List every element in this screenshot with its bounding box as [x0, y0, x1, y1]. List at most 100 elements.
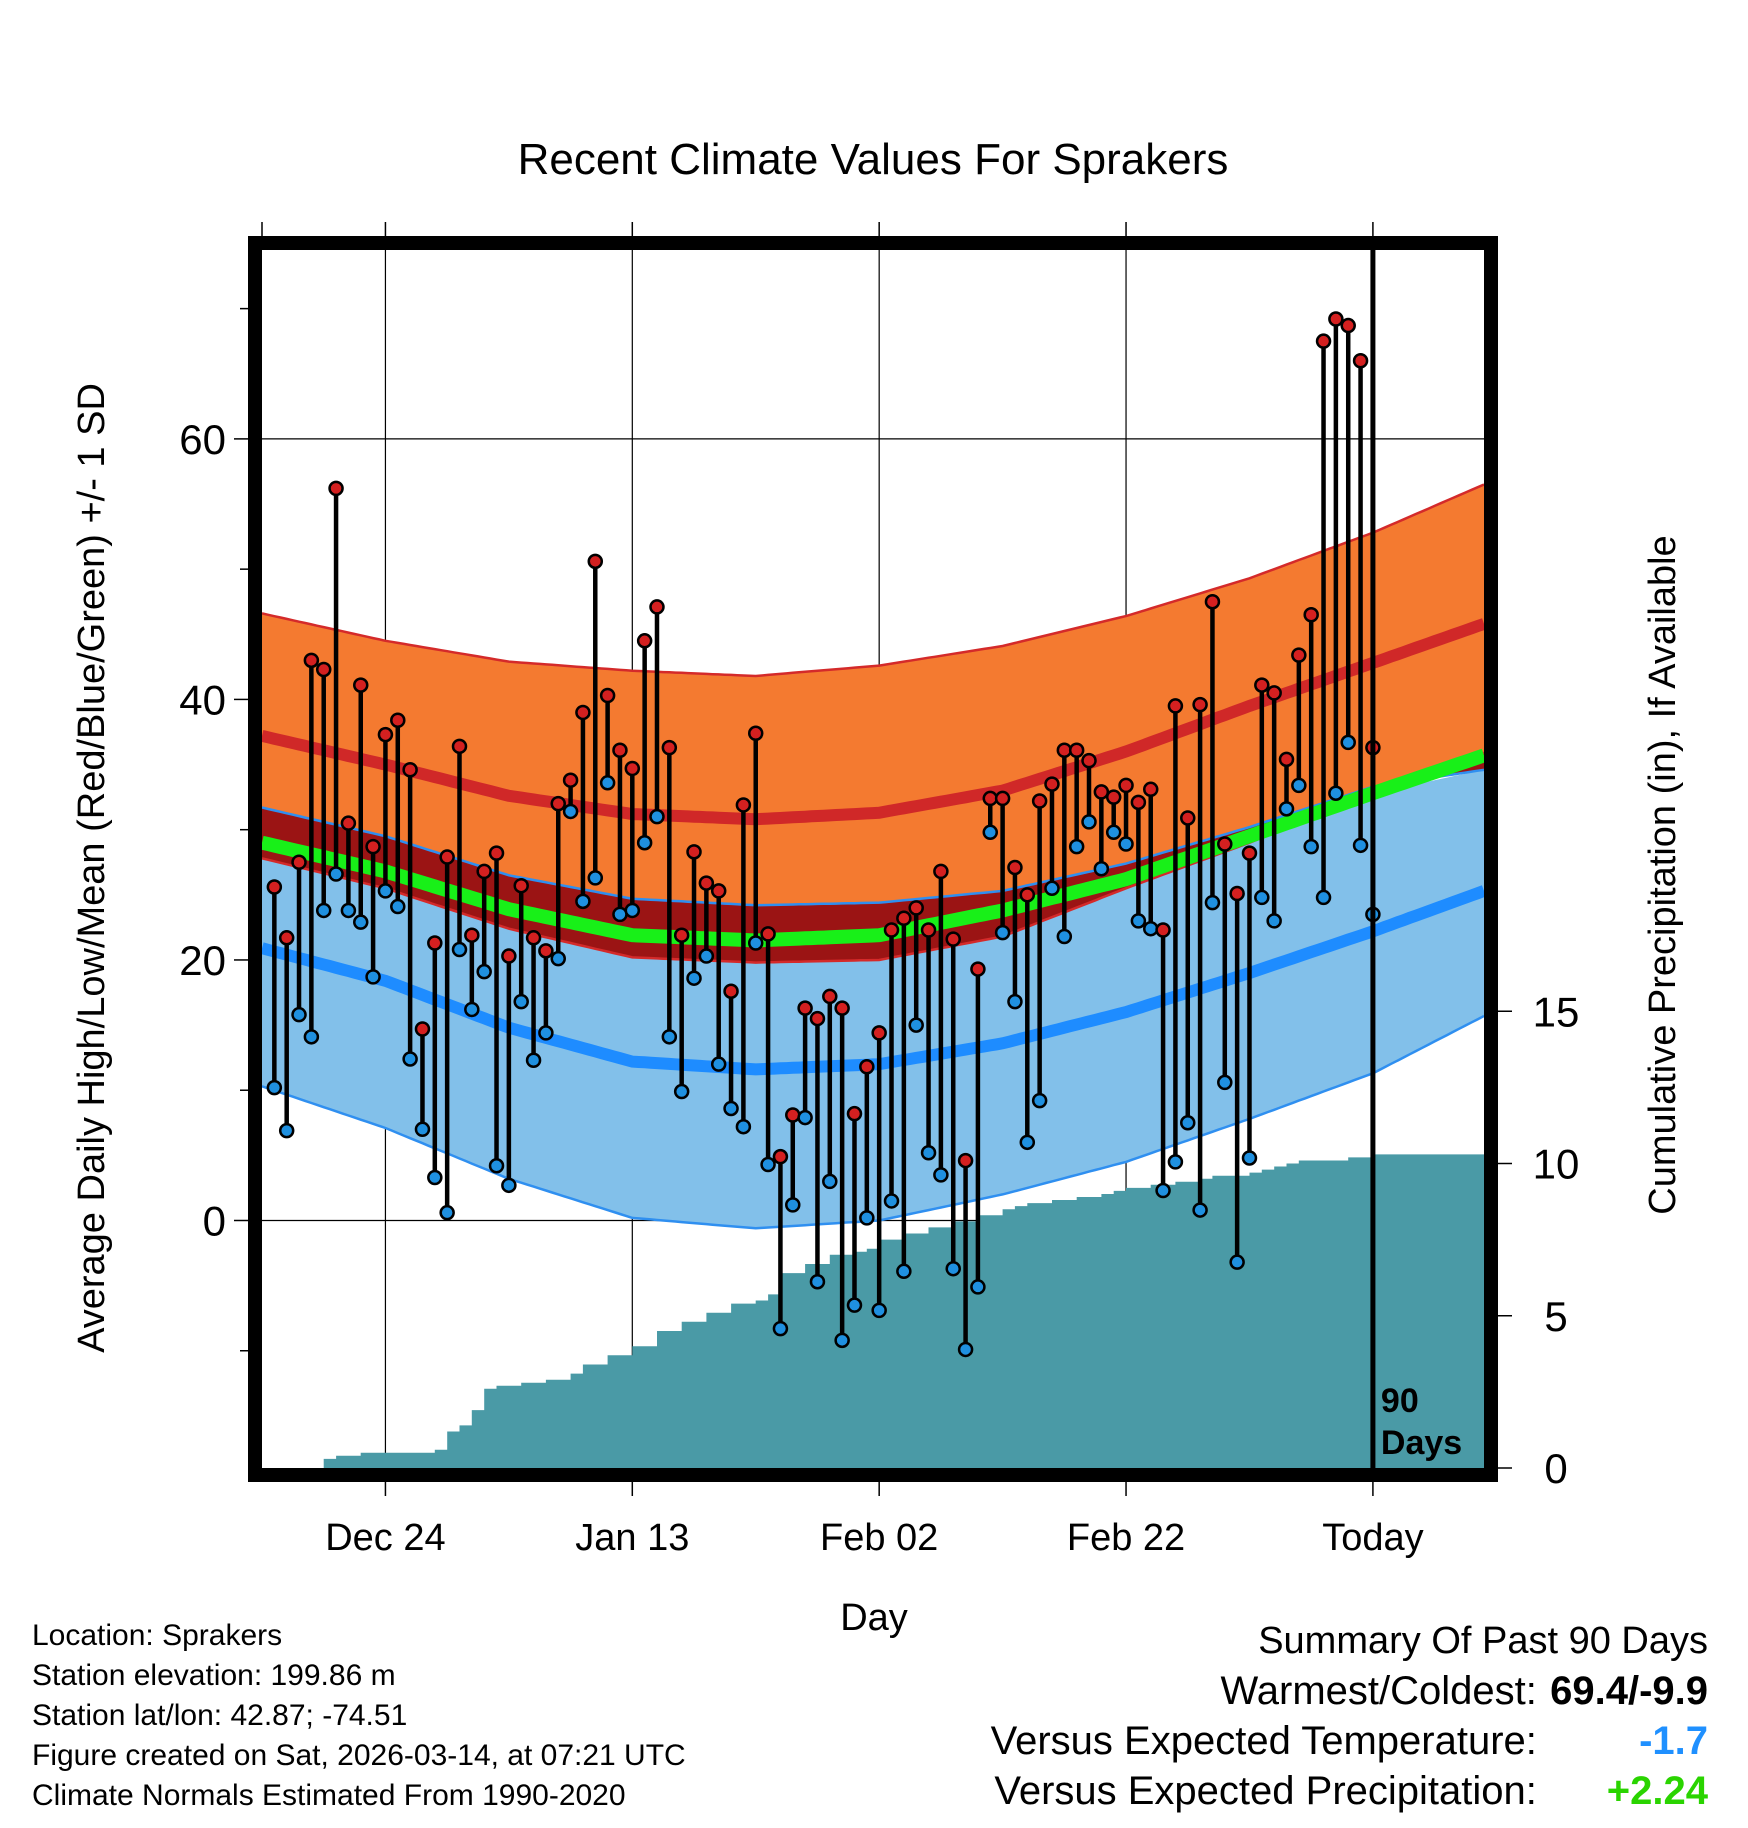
daily-high-point: [1315, 333, 1332, 349]
daily-high-point: [291, 854, 307, 871]
daily-high-point: [1278, 751, 1295, 768]
daily-high-point: [439, 849, 455, 865]
daily-high-point: [1044, 776, 1060, 792]
daily-low-point: [785, 1197, 801, 1213]
daily-low-point: [760, 1156, 776, 1173]
daily-low-point: [1278, 801, 1295, 817]
precip-departure-row: Versus Expected Precipitation: +2.24: [991, 1766, 1708, 1816]
daily-low-point: [859, 1210, 875, 1226]
daily-low-point: [1352, 837, 1369, 854]
daily-low-point: [1081, 814, 1097, 830]
daily-high-point: [945, 931, 961, 947]
daily-low-point: [871, 1302, 887, 1319]
x-tick-label: Dec 24: [325, 1517, 445, 1559]
daily-low-point: [1019, 1134, 1036, 1151]
daily-low-point: [1031, 1092, 1048, 1109]
daily-low-point: [278, 1122, 295, 1139]
daily-low-point: [797, 1109, 813, 1126]
today-marker-label-2: Days: [1381, 1424, 1462, 1462]
daily-high-point: [871, 1025, 887, 1041]
y-axis-label: Average Daily High/Low/Mean (Red/Blue/Gr…: [71, 383, 113, 1353]
daily-low-point: [1254, 889, 1270, 906]
daily-high-point: [1303, 606, 1319, 623]
daily-low-point: [636, 834, 653, 851]
daily-low-point: [1068, 838, 1085, 855]
daily-high-point: [698, 875, 715, 891]
temp-departure-label: Versus Expected Temperature:: [990, 1719, 1537, 1763]
daily-low-point: [772, 1320, 789, 1337]
y2-tick-label: 15: [1533, 988, 1580, 1035]
y-tick-label: 60: [179, 416, 226, 463]
temp-departure-row: Versus Expected Temperature: -1.7: [991, 1716, 1708, 1766]
daily-high-point: [377, 726, 394, 743]
daily-low-point: [1204, 894, 1221, 911]
warmest-coldest-value: 69.4/-9.9: [1550, 1669, 1708, 1713]
daily-high-point: [352, 677, 369, 693]
daily-low-point: [562, 803, 579, 820]
daily-high-point: [834, 1000, 850, 1016]
daily-high-point: [920, 922, 937, 938]
daily-high-point: [315, 661, 332, 678]
daily-high-point: [488, 845, 505, 861]
daily-low-point: [908, 1017, 924, 1033]
latlon-text: Station lat/lon: 42.87; -74.51: [32, 1699, 408, 1732]
daily-high-point: [785, 1107, 801, 1123]
elevation-text: Station elevation: 199.86 m: [32, 1659, 396, 1692]
daily-low-point: [1056, 928, 1073, 945]
daily-low-point: [266, 1079, 283, 1096]
summary-panel: Summary Of Past 90 Days Warmest/Coldest:…: [991, 1616, 1708, 1816]
daily-low-point: [1118, 836, 1134, 852]
daily-high-point: [686, 844, 702, 860]
daily-high-point: [513, 877, 529, 894]
daily-high-point: [612, 742, 628, 758]
daily-low-point: [476, 963, 492, 980]
x-axis-label: Day: [840, 1597, 908, 1639]
y2-tick-label: 10: [1533, 1141, 1580, 1188]
daily-high-point: [1031, 793, 1048, 809]
daily-high-point: [328, 480, 344, 497]
daily-low-point: [649, 808, 665, 825]
daily-low-point: [735, 1118, 752, 1135]
daily-high-point: [636, 633, 653, 649]
x-tick-label: Today: [1322, 1517, 1423, 1559]
daily-low-point: [1155, 1182, 1171, 1199]
daily-low-point: [834, 1332, 850, 1349]
daily-high-point: [1155, 922, 1171, 938]
daily-high-point: [1105, 789, 1122, 805]
daily-low-point: [1340, 734, 1356, 751]
daily-high-point: [464, 927, 480, 943]
daily-low-point: [513, 993, 529, 1010]
daily-low-point: [402, 1051, 418, 1067]
daily-high-point: [673, 927, 690, 943]
daily-low-point: [587, 870, 604, 886]
daily-low-point: [846, 1297, 863, 1313]
daily-low-point: [451, 941, 468, 958]
daily-low-point: [1291, 777, 1307, 794]
daily-low-point: [1328, 785, 1344, 801]
warmest-coldest-label: Warmest/Coldest:: [1220, 1669, 1537, 1713]
y-tick-label: 40: [179, 676, 226, 723]
daily-high-point: [1241, 845, 1258, 861]
daily-high-point: [476, 863, 492, 880]
daily-low-point: [1192, 1202, 1208, 1218]
daily-high-point: [501, 948, 517, 964]
daily-low-point: [1315, 889, 1332, 906]
daily-low-point: [525, 1052, 542, 1069]
daily-low-point: [1105, 824, 1122, 841]
daily-low-point: [1044, 880, 1060, 897]
daily-high-point: [710, 883, 727, 899]
high-upper-line: [262, 483, 1484, 678]
daily-low-point: [488, 1158, 505, 1174]
daily-low-point: [747, 935, 764, 951]
daily-high-point: [340, 815, 357, 831]
daily-high-point: [1019, 887, 1036, 903]
daily-low-point: [291, 1006, 307, 1023]
daily-high-point: [599, 687, 616, 704]
daily-high-point: [1093, 784, 1110, 800]
daily-high-point: [1328, 311, 1344, 327]
location-text: Location: Sprakers: [32, 1619, 283, 1652]
station-info: Location: Sprakers Station elevation: 19…: [32, 1616, 686, 1816]
daily-low-point: [883, 1193, 900, 1209]
today-marker-label-1: 90: [1381, 1382, 1419, 1420]
